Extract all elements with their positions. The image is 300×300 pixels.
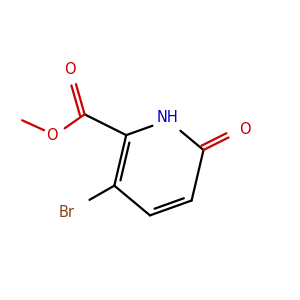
Text: Br: Br bbox=[59, 205, 75, 220]
Text: O: O bbox=[239, 122, 251, 137]
Text: NH: NH bbox=[157, 110, 179, 125]
Text: O: O bbox=[64, 62, 76, 77]
Text: O: O bbox=[46, 128, 58, 142]
